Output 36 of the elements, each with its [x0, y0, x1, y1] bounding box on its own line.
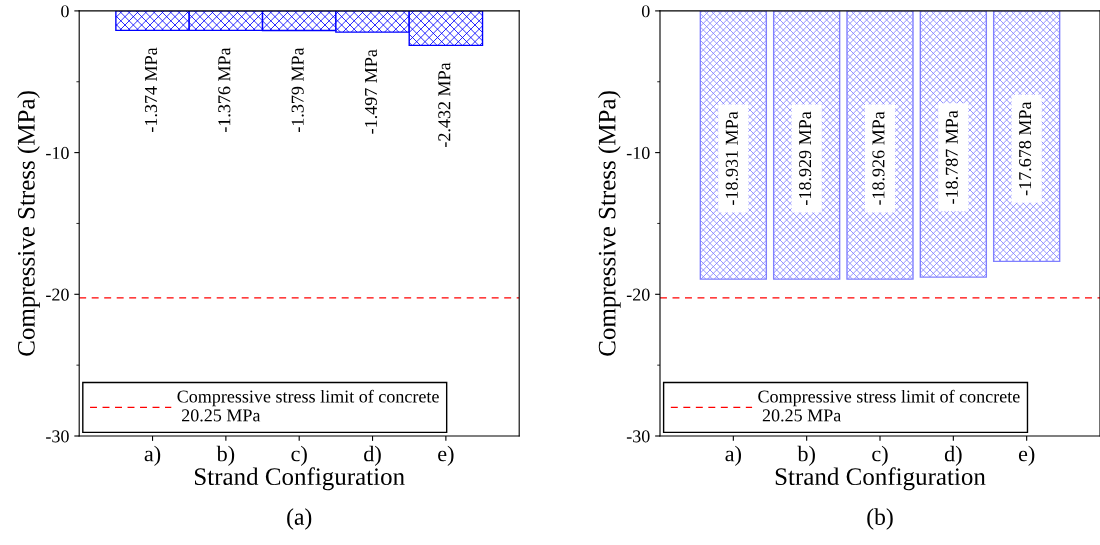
data-label: -18.787 MPa	[945, 110, 958, 204]
y-tick-label: 0	[641, 5, 650, 18]
y-tick-label: -10	[46, 146, 69, 160]
x-tick-label: b)	[797, 445, 815, 466]
text: (b)	[867, 508, 893, 530]
x-tick-label: b)	[216, 445, 235, 466]
y-tick-label: -20	[626, 288, 650, 301]
data-label: -18.929 MPa	[799, 111, 812, 205]
legend-label: Compressive stress limit of concrete 20.25 MPa	[177, 389, 439, 422]
data-label: -1.379 MPa	[291, 47, 304, 133]
x-axis-title: Strand Configuration	[775, 467, 986, 491]
text: (a)	[287, 508, 312, 530]
x-tick-label: e)	[1018, 445, 1035, 466]
data-label: -1.376 MPa	[218, 47, 231, 132]
x-tick-label: a)	[725, 445, 741, 466]
data-label: -17.678 MPa	[1019, 101, 1032, 196]
y-tick-label: -30	[46, 430, 69, 443]
x-axis-title: Strand Configuration	[194, 467, 405, 491]
data-label: -1.374 MPa	[144, 47, 158, 132]
x-tick-label: e)	[438, 445, 454, 466]
data-label: -18.926 MPa	[872, 111, 885, 205]
x-tick-label: d)	[364, 445, 381, 466]
y-tick-label: -30	[626, 430, 650, 443]
x-tick-label: d)	[944, 445, 962, 466]
data-label: -1.497 MPa	[364, 49, 378, 134]
legend-label: Compressive stress limit of concrete 20.25 MPa	[758, 389, 1020, 422]
x-tick-label: a)	[144, 445, 161, 466]
y-tick-label: -10	[626, 146, 650, 160]
y-axis-title: Compressive Stress (MPa)	[597, 91, 621, 356]
x-tick-label: c)	[291, 445, 307, 466]
y-tick-label: 0	[61, 5, 69, 18]
y-tick-label: -20	[46, 288, 69, 301]
data-label: -18.931 MPa	[725, 111, 738, 205]
data-label: -2.432 MPa	[438, 62, 451, 147]
y-axis-title: Compressive Stress (MPa)	[17, 91, 40, 356]
x-tick-label: c)	[872, 445, 888, 466]
